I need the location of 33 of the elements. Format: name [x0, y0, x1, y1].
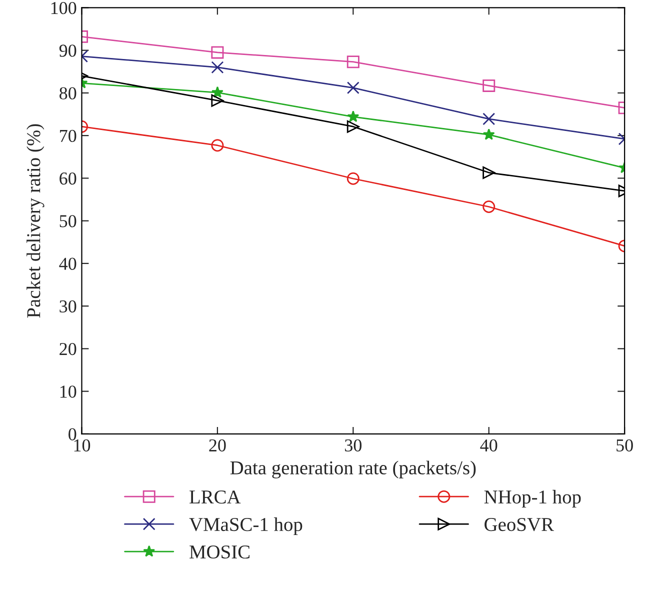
y-tick-label: 0: [68, 428, 76, 440]
y-tick-label: 50: [60, 215, 76, 228]
point: [211, 46, 224, 59]
point: [347, 110, 360, 122]
y-tick-label: 30: [60, 300, 76, 313]
legend-label: LRCA: [190, 490, 241, 504]
point: [346, 56, 360, 68]
point: [211, 86, 224, 98]
y-tick-label: 10: [60, 386, 76, 398]
point: [346, 172, 360, 185]
x-tick-label: 30: [344, 439, 362, 452]
y-tick-label: 100: [51, 2, 76, 14]
legend-label: NHop-1 hop: [484, 490, 581, 508]
legend-label: GeoSVR: [484, 518, 554, 532]
legend-label: VMaSC-1 hop: [189, 517, 302, 536]
legend-label: MOSIC: [190, 545, 250, 559]
point: [211, 61, 224, 74]
point: [211, 139, 224, 152]
y-tick-label: 70: [60, 130, 76, 142]
y-tick-label: 40: [59, 258, 76, 270]
y-tick-label: 60: [60, 172, 76, 185]
point: [346, 82, 360, 94]
y-tick-label: 20: [60, 342, 76, 356]
x-tick-label: 50: [616, 439, 633, 452]
x-axis-title: Data generation rate (packets/s): [230, 460, 476, 478]
point: [346, 120, 360, 133]
x-tick-label: 10: [74, 439, 90, 452]
point: [211, 94, 224, 107]
x-tick-label: 20: [209, 439, 226, 452]
y-axis-title: Packet delivery ratio (%): [26, 124, 44, 318]
x-tick-label: 40: [480, 439, 498, 452]
y-tick-label: 80: [60, 87, 76, 100]
y-tick-label: 90: [59, 44, 76, 57]
